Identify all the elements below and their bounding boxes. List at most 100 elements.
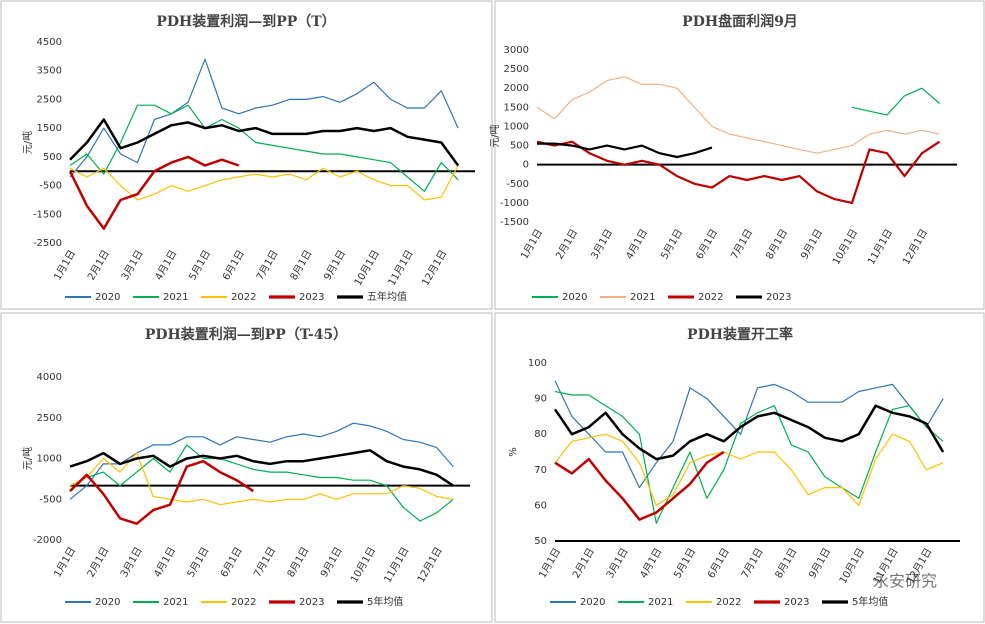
x-tick-label: 1月1日 <box>51 545 78 579</box>
legend-label: 2022 <box>231 292 256 303</box>
series-line <box>554 450 725 521</box>
x-tick-label: 6月1日 <box>705 546 732 580</box>
y-tick-label: 50 <box>534 536 547 547</box>
y-tick-label: 4000 <box>37 372 62 383</box>
chart: PDH装置利润—到PP（T-45） 元/吨 -2000 -500 1000 2500 400… <box>21 326 470 608</box>
x-tick-label: 8月1日 <box>763 227 790 261</box>
x-tick-label: 9月1日 <box>798 227 825 261</box>
series-line <box>68 155 240 230</box>
y-tick-label: -1500 <box>33 209 62 220</box>
x-tick-label: 2月1日 <box>570 546 597 580</box>
legend-label: 2020 <box>580 597 605 608</box>
legend-label: 2022 <box>716 597 741 608</box>
series-line <box>537 142 713 159</box>
y-tick-label: -500 <box>506 179 529 190</box>
x-tick-label: 1月1日 <box>51 248 78 282</box>
series-line <box>69 449 454 487</box>
y-tick-label: 1500 <box>37 123 62 134</box>
series-line <box>69 58 459 178</box>
series-line <box>69 444 454 522</box>
chart-title: PDH装置利润—到PP（T） <box>156 13 335 30</box>
y-tick-label: 70 <box>534 465 547 476</box>
y-axis-label: 元/吨 <box>21 447 34 470</box>
x-tick-label: 5月1日 <box>185 545 212 579</box>
x-tick-label: 2月1日 <box>553 227 580 261</box>
legend-label: 2020 <box>95 597 120 608</box>
series-line <box>554 433 944 506</box>
x-tick-label: 10月1日 <box>830 227 860 267</box>
x-tick-label: 12月1日 <box>420 248 450 288</box>
y-tick-label: -2500 <box>33 238 62 249</box>
y-tick-label: 1000 <box>504 121 529 132</box>
legend-label: 2021 <box>163 597 188 608</box>
x-tick-label: 3月1日 <box>118 545 145 579</box>
legend-label: 5年均值 <box>367 595 403 608</box>
y-tick-label: 1000 <box>37 454 62 465</box>
y-tick-label: -2000 <box>33 535 62 546</box>
x-tick-label: 6月1日 <box>693 227 720 261</box>
x-tick-label: 9月1日 <box>806 546 833 580</box>
x-tick-label: 12月1日 <box>415 545 445 585</box>
x-tick-label: 6月1日 <box>220 248 247 282</box>
y-tick-label: 2500 <box>37 94 62 105</box>
y-tick-label: 3000 <box>504 45 529 56</box>
y-tick-label: 3500 <box>37 66 62 77</box>
legend-label: 2023 <box>766 292 791 303</box>
legend-label: 2021 <box>163 292 188 303</box>
legend-label: 五年均值 <box>367 290 407 303</box>
x-tick-label: 7月1日 <box>254 248 281 282</box>
y-axis-label: 元/吨 <box>488 124 501 147</box>
legend-label: 5年均值 <box>852 595 888 608</box>
series-line <box>69 459 254 525</box>
series-line <box>69 422 454 500</box>
watermark: 永安研究 <box>873 572 937 591</box>
y-axis-label: % <box>508 447 519 457</box>
x-tick-label: 7月1日 <box>728 227 755 261</box>
panel-border <box>494 0 985 310</box>
panel-border <box>494 312 985 623</box>
x-tick-label: 11月1日 <box>382 545 412 585</box>
x-tick-label: 4月1日 <box>151 545 178 579</box>
x-tick-label: 7月1日 <box>739 546 766 580</box>
series-line <box>69 104 459 192</box>
panel-border <box>0 0 493 310</box>
legend-label: 2022 <box>231 597 256 608</box>
y-tick-label: 80 <box>534 429 547 440</box>
chart-title: PDH装置开工率 <box>687 326 793 343</box>
legend-label: 2023 <box>784 597 809 608</box>
legend-label: 2020 <box>95 292 120 303</box>
x-tick-label: 8月1日 <box>285 545 312 579</box>
y-tick-label: 90 <box>534 394 547 405</box>
chart: PDH装置开工率% 50 60 70 80 90 100 1月1日 2月1日 3月1日 4月1日 5月… <box>508 326 960 608</box>
y-tick-label: 2000 <box>504 83 529 94</box>
chart-title: PDH盘面利润9月 <box>682 13 798 30</box>
series-line <box>536 140 941 204</box>
series-line <box>69 118 460 167</box>
series-line <box>69 452 454 506</box>
x-tick-label: 6月1日 <box>218 545 245 579</box>
legend-label: 2023 <box>299 597 324 608</box>
x-tick-label: 3月1日 <box>588 227 615 261</box>
chart-title: PDH装置利润—到PP（T-45） <box>145 326 347 343</box>
series-line <box>553 404 945 461</box>
y-tick-label: 1500 <box>504 102 529 113</box>
series-line <box>554 380 944 489</box>
x-tick-label: 4月1日 <box>638 546 665 580</box>
x-tick-label: 7月1日 <box>251 545 278 579</box>
x-tick-label: 10月1日 <box>352 248 382 288</box>
y-tick-label: 100 <box>528 358 547 369</box>
legend-label: 2021 <box>648 597 673 608</box>
y-tick-label: 2500 <box>504 64 529 75</box>
y-tick-label: 4500 <box>37 37 62 48</box>
legend-label: 2021 <box>630 292 655 303</box>
x-tick-label: 8月1日 <box>288 248 315 282</box>
x-tick-label: 5月1日 <box>186 248 213 282</box>
x-tick-label: 1月1日 <box>536 546 563 580</box>
x-tick-label: 2月1日 <box>85 545 112 579</box>
series-line <box>69 165 459 201</box>
x-tick-label: 12月1日 <box>900 227 930 267</box>
y-tick-label: -1500 <box>500 217 529 228</box>
chart: PDH装置利润—到PP（T） 元/吨 -2500 -1500 -500 500 1500 25… <box>21 13 475 303</box>
